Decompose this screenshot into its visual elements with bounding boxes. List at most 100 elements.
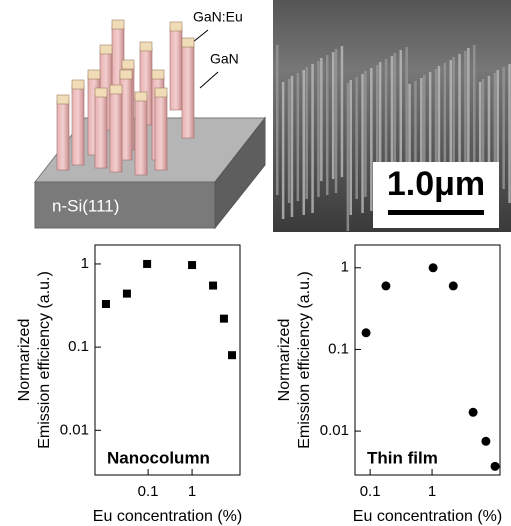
- sem-nanowire: [408, 84, 411, 213]
- label-gan-eu: GaN:Eu: [193, 9, 243, 25]
- sem-nanowire: [370, 68, 373, 211]
- sem-nanowire: [428, 72, 432, 209]
- sem-nanowire: [364, 71, 367, 197]
- sem-nanowire: [355, 77, 358, 199]
- data-point: [381, 281, 391, 291]
- sem-nanowire: [423, 75, 426, 225]
- data-point: [228, 351, 237, 360]
- sem-nanowire: [302, 70, 305, 215]
- sem-nanowire: [467, 48, 470, 171]
- sem-nanowire: [405, 47, 408, 189]
- nanocolumn: [71, 85, 85, 166]
- data-point: [361, 328, 371, 338]
- data-point: [481, 436, 491, 446]
- sem-nanowire: [434, 69, 438, 193]
- nanocolumn: [94, 93, 108, 169]
- sem-nanowire: [276, 45, 279, 195]
- x-axis-label: Eu concentration (%): [353, 508, 502, 525]
- nanocolumn: [181, 43, 195, 139]
- nanocolumn-cap: [154, 87, 168, 98]
- nanocolumn-cap: [109, 84, 123, 95]
- data-point: [143, 259, 152, 268]
- data-point: [122, 289, 131, 298]
- y-axis-label: Normarized: [16, 319, 33, 402]
- sem-nanowire: [376, 65, 379, 195]
- sem-nanowire: [340, 46, 344, 177]
- x-axis-label: Eu concentration (%): [93, 508, 242, 525]
- nanocolumn-cap: [71, 79, 85, 90]
- sem-nanowire: [290, 76, 294, 217]
- sem-nanowire: [452, 57, 455, 189]
- sem-nanowire: [346, 83, 350, 231]
- sem-nanowire: [320, 58, 323, 181]
- scale-label: 1.0μm: [387, 165, 485, 203]
- nanocolumn-cap: [139, 41, 153, 52]
- x-tick-label: 0.1: [360, 483, 381, 500]
- sem-nanowire: [281, 82, 285, 219]
- sem-nanowire: [287, 79, 291, 203]
- nanocolumn-cap: [134, 91, 148, 102]
- sem-nanowire: [473, 45, 476, 185]
- sem-nanowire: [399, 50, 402, 175]
- plot-frame: [354, 244, 501, 476]
- sem-nanowire: [393, 53, 397, 191]
- x-tick-label: 1: [428, 483, 436, 500]
- nanocolumn: [154, 93, 168, 171]
- label-gan: GaN: [210, 51, 239, 67]
- sem-nanowire: [390, 56, 394, 177]
- sem-nanowire: [502, 67, 505, 189]
- data-point: [468, 407, 478, 417]
- x-tick-label: 0.1: [138, 483, 159, 500]
- sem-nanowire: [437, 66, 441, 207]
- y-tick-label: 0.1: [68, 338, 89, 355]
- data-point: [188, 261, 197, 270]
- nanocolumn-cap: [99, 44, 113, 55]
- sem-nanowire: [317, 61, 320, 197]
- data-point: [209, 281, 218, 290]
- nanocolumn-cap: [181, 37, 195, 48]
- sem-nanowire: [384, 59, 388, 193]
- sem-nanowire: [493, 73, 497, 221]
- arrow: [199, 71, 219, 89]
- y-tick-label: 0.1: [328, 340, 349, 357]
- y-tick-label: 1: [81, 255, 89, 272]
- sem-nanowire: [420, 78, 423, 211]
- data-point: [490, 461, 500, 471]
- sem-nanowire: [449, 60, 452, 205]
- sem-nanowire: [311, 64, 314, 213]
- y-axis-label: Normarized: [276, 319, 293, 402]
- plot-frame: [94, 244, 241, 476]
- sem-nanowire: [496, 70, 499, 205]
- sem-nanowire: [481, 79, 485, 223]
- nanocolumn-cap: [56, 94, 70, 105]
- substrate-side: [214, 116, 266, 230]
- nanocolumn-cap: [94, 87, 108, 98]
- data-point: [219, 314, 228, 323]
- sem-nanowire: [378, 62, 382, 209]
- nanocolumn: [56, 100, 70, 171]
- chart: 0.01 0.1 1 0.1 1 Eu concentration (%) Normariz…: [276, 244, 502, 525]
- sem-nanowire: [349, 80, 352, 215]
- sem-nanowire: [464, 51, 467, 187]
- x-tick-label: 1: [188, 483, 196, 500]
- chart: 0.01 0.1 1 0.1 1 Eu concentration (%) Normariz…: [16, 244, 242, 525]
- nanocolumn-cap: [151, 69, 165, 80]
- sem-image: 1.0μm: [273, 0, 511, 232]
- y-axis-label: Emission efficiency (a.u.): [36, 271, 53, 449]
- nanocolumn: [109, 90, 123, 173]
- sem-nanowire: [334, 49, 338, 193]
- substrate-label: n-Si(111): [52, 196, 119, 215]
- nanocolumn: [169, 27, 183, 111]
- sem-nanowire: [458, 54, 461, 203]
- sem-nanowire: [508, 64, 511, 203]
- y-tick-label: 0.01: [60, 421, 89, 438]
- sem-nanowire: [361, 74, 364, 213]
- annotation: Nanocolumn: [107, 448, 210, 467]
- data-point: [428, 263, 438, 273]
- sem-nanowire: [443, 63, 447, 191]
- nanocolumn-cap: [121, 59, 135, 70]
- data-point: [448, 281, 458, 291]
- scale-box: [373, 162, 499, 228]
- y-tick-label: 0.01: [320, 422, 349, 439]
